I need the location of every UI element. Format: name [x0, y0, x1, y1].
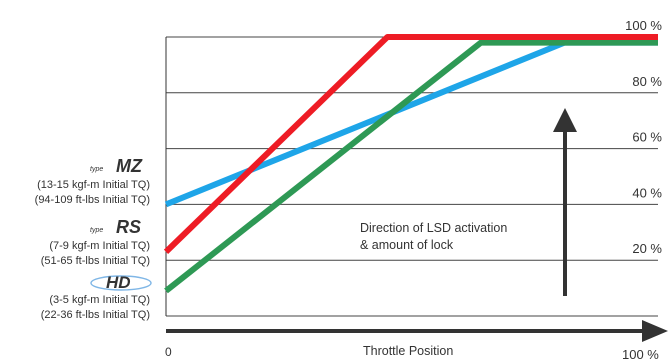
series-lines — [163, 34, 658, 294]
y-tick-label-40: 40 % — [632, 185, 662, 200]
mz-line-1: (13-15 kgf-m Initial TQ) — [37, 179, 150, 191]
hd-logo-swoosh — [90, 275, 152, 291]
mz-line-2: (94-109 ft-lbs Initial TQ) — [35, 194, 150, 206]
annotation-line-1: Direction of LSD activation — [360, 221, 507, 235]
series-line-1 — [164, 39, 658, 294]
rs-brand-logo: RS — [116, 217, 141, 237]
legend-rs: type RS (7-9 kgf-m Initial TQ) (51-65 ft… — [41, 217, 150, 267]
hd-line-2: (22-36 ft-lbs Initial TQ) — [41, 309, 150, 321]
mz-brand-logo: MZ — [116, 156, 143, 176]
y-tick-label-100: 100 % — [625, 18, 662, 33]
y-tick-label-20: 20 % — [632, 241, 662, 256]
series-line-0 — [163, 34, 658, 254]
legend-mz: type MZ (13-15 kgf-m Initial TQ) (94-109… — [35, 156, 150, 206]
y-tick-label-60: 60 % — [632, 130, 662, 145]
lsd-direction-arrow — [553, 108, 577, 296]
y-tick-labels: 20 % 40 % 60 % 80 % 100 % — [625, 18, 662, 256]
legend-hd: HD (3-5 kgf-m Initial TQ) (22-36 ft-lbs … — [41, 273, 152, 321]
mz-type-prefix: type — [90, 166, 103, 173]
x-tick-label-0: 0 — [165, 345, 172, 359]
x-tick-label-100: 100 % — [622, 347, 659, 361]
x-axis-arrow — [166, 320, 668, 342]
rs-line-2: (51-65 ft-lbs Initial TQ) — [41, 255, 150, 267]
annotation-line-2: & amount of lock — [360, 238, 454, 252]
rs-line-1: (7-9 kgf-m Initial TQ) — [49, 240, 150, 252]
rs-type-prefix: type — [90, 227, 103, 234]
y-tick-label-80: 80 % — [632, 74, 662, 89]
hd-brand-logo: HD — [106, 273, 131, 292]
x-axis-label: Throttle Position — [363, 344, 453, 358]
hd-line-1: (3-5 kgf-m Initial TQ) — [49, 294, 150, 306]
